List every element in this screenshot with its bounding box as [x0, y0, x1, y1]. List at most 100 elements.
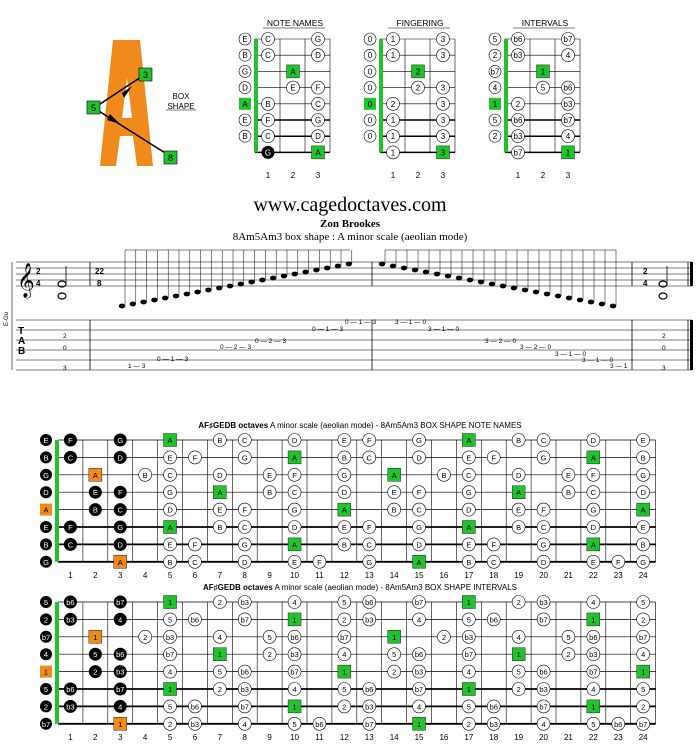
time-signature: 4 [643, 279, 648, 288]
note-label: B [466, 558, 471, 567]
fret-number: 1 [516, 171, 521, 180]
tab-letter: B [18, 346, 25, 357]
box-note [113, 520, 127, 534]
scale-note [163, 467, 177, 482]
note-label: E [641, 523, 646, 532]
root-marker [511, 647, 526, 661]
scale-note [183, 291, 190, 297]
note-label: C [167, 471, 173, 480]
note-label: 3 [441, 35, 446, 44]
root-marker [287, 537, 302, 552]
note-marker [238, 48, 252, 62]
note-label: 4 [566, 132, 571, 141]
open-note [40, 468, 52, 481]
scale-note [337, 485, 352, 499]
fret-number: 2 [541, 171, 546, 180]
scale-note [362, 450, 377, 465]
note-label: D [315, 51, 321, 60]
fret-number: 11 [315, 733, 324, 742]
scale-note [324, 265, 331, 271]
note-marker [311, 80, 325, 95]
note-label: B [242, 132, 247, 141]
note-label: b6 [490, 615, 498, 624]
note-label: 4 [243, 720, 247, 729]
scale-note [636, 612, 650, 627]
note-label: F [616, 558, 621, 567]
scale-note [287, 664, 302, 679]
root-marker [387, 630, 401, 644]
note-label: b6 [539, 668, 547, 677]
note-label: b7 [415, 598, 423, 607]
fret-number: 3 [316, 171, 321, 180]
note-label: E [242, 116, 247, 125]
root-marker [636, 664, 650, 679]
note-label: A [417, 558, 422, 567]
scale-note [362, 537, 377, 552]
fret-number: 1 [266, 171, 271, 180]
note-marker [286, 80, 300, 95]
note-label: b6 [589, 633, 597, 642]
scale-note [477, 279, 485, 285]
scale-note [334, 263, 342, 269]
fretboard: AF♯GEDB octaves A minor scale (aeolian m… [40, 421, 656, 580]
note-label: G [292, 506, 298, 515]
open-note [40, 486, 52, 499]
box-note [113, 450, 127, 464]
scale-note [511, 502, 526, 517]
scale-note [312, 555, 327, 569]
tab-fret-number: 3 — 1 [610, 363, 628, 370]
root-marker [113, 717, 127, 731]
scale-note [636, 717, 650, 731]
note-marker [261, 48, 275, 63]
root-marker [586, 699, 601, 714]
note-label: D [640, 488, 646, 497]
scale-note [163, 664, 177, 679]
note-label: A [392, 471, 397, 480]
open-note [40, 717, 52, 730]
root-marker [163, 433, 177, 447]
note-label: b3 [191, 720, 199, 729]
note-label: 5 [541, 84, 546, 93]
scale-note [636, 647, 650, 661]
note-label: 1 [218, 650, 222, 659]
note-marker [436, 97, 450, 111]
note-label: D [541, 558, 547, 567]
note-label: B [392, 506, 397, 515]
note-label: 1 [168, 598, 172, 607]
note-label: b6 [490, 702, 498, 711]
box-note [113, 647, 127, 661]
note-marker [386, 129, 400, 143]
scale-note [636, 595, 650, 609]
note-label: E [217, 506, 222, 515]
scale-note [536, 717, 551, 731]
note-marker [363, 48, 377, 62]
fret-number: 7 [218, 733, 223, 742]
note-marker [536, 80, 550, 95]
note-label: C [315, 100, 321, 109]
note-label: D [167, 506, 173, 515]
scale-note [387, 664, 401, 679]
fret-number: 19 [514, 571, 523, 580]
time-signature: 2 [36, 267, 41, 276]
scale-note [611, 717, 626, 731]
note-label: 5 [268, 633, 272, 642]
note-label: b3 [241, 598, 249, 607]
scale-note [411, 267, 419, 273]
scale-note [576, 297, 584, 303]
fret-number: 18 [489, 571, 498, 580]
scale-note [287, 647, 302, 661]
note-label: 5 [93, 650, 97, 659]
note-label: b3 [365, 702, 373, 711]
root-marker [337, 502, 352, 517]
scale-note [287, 595, 302, 609]
note-label: E [43, 523, 48, 532]
scale-note [536, 433, 551, 447]
note-label: b6 [66, 685, 74, 694]
scale-note [511, 682, 526, 696]
note-label: 5 [591, 720, 595, 729]
note-label: A [342, 506, 347, 515]
note-label: 1 [566, 148, 571, 157]
fret-number: 23 [614, 733, 623, 742]
